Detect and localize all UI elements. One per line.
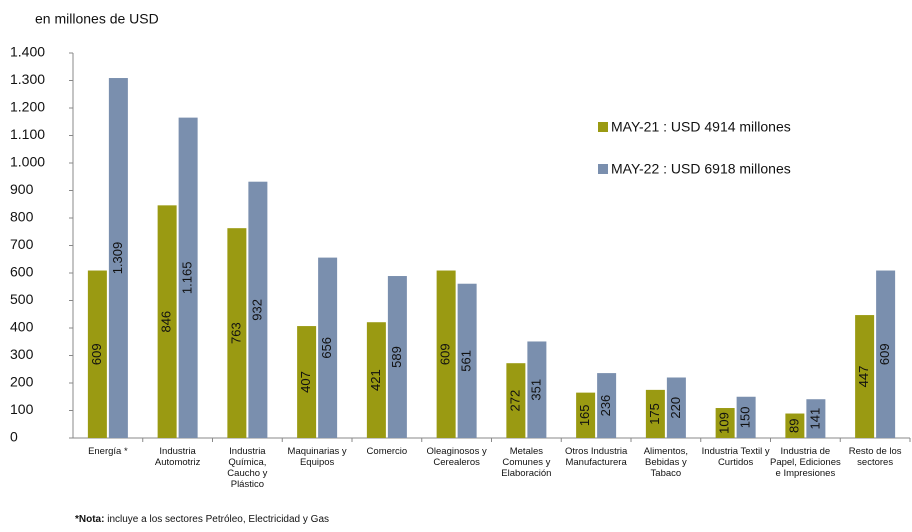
y-tick-label: 800 (10, 209, 34, 225)
value-label: 1.309 (110, 242, 125, 275)
legend-label: MAY-21 : USD 4914 millones (611, 119, 791, 135)
note-text: incluye a los sectores Petróleo, Electri… (104, 514, 329, 525)
y-tick-label: 500 (10, 291, 34, 307)
y-tick-label: 900 (10, 181, 34, 197)
value-label: 351 (528, 379, 543, 401)
value-label: 656 (319, 337, 334, 359)
value-label: 220 (668, 397, 683, 419)
bar (645, 389, 665, 438)
x-tick-label: Comercio (366, 446, 408, 457)
bar (157, 205, 177, 438)
value-label: 89 (786, 419, 801, 433)
value-label: 609 (438, 343, 453, 365)
value-label: 609 (877, 343, 892, 365)
value-label: 272 (507, 390, 522, 412)
note: *Nota: incluye a los sectores Petróleo, … (75, 514, 329, 525)
bar (387, 276, 407, 438)
value-label: 175 (647, 403, 662, 425)
value-label: 846 (159, 311, 174, 333)
value-label: 141 (807, 408, 822, 430)
bar (736, 396, 756, 438)
y-tick-label: 1.000 (10, 154, 45, 170)
y-tick-label: 200 (10, 374, 34, 390)
y-tick-label: 400 (10, 319, 34, 335)
value-label: 165 (577, 404, 592, 426)
x-tick-label: Industria Textil y Curtidos (701, 446, 770, 468)
value-label: 421 (368, 369, 383, 391)
bar (366, 322, 386, 438)
x-tick-label: Alimentos, Bebidas y Tabaco (643, 446, 689, 479)
value-label: 407 (298, 371, 313, 393)
x-tick-label: Resto de los sectores (848, 446, 902, 468)
y-tick-label: 1.100 (10, 126, 45, 142)
bar (666, 377, 686, 438)
y-tick-label: 1.400 (10, 44, 45, 60)
bar (715, 408, 735, 438)
bar (87, 270, 107, 438)
y-tick-label: 1.200 (10, 99, 45, 115)
legend-swatch (598, 122, 608, 132)
x-tick-label: Industria de Papel, Ediciones e Impresio… (769, 446, 841, 479)
y-tick-label: 100 (10, 401, 34, 417)
bar (297, 326, 317, 438)
x-tick-label: Otros Industria Manufacturera (564, 446, 628, 468)
bar (597, 373, 617, 438)
value-label: 150 (738, 407, 753, 429)
value-label: 589 (389, 346, 404, 368)
bar (506, 363, 526, 438)
y-axis-label: en millones de USD (35, 11, 159, 27)
value-label: 447 (856, 366, 871, 388)
bar (876, 270, 896, 438)
bar (227, 228, 247, 438)
bar (527, 341, 547, 438)
legend-swatch (598, 164, 608, 174)
bar (576, 392, 596, 438)
x-tick-label: Industria Automotriz (154, 446, 201, 468)
y-tick-label: 1.300 (10, 71, 45, 87)
bar (248, 181, 268, 438)
y-tick-label: 600 (10, 264, 34, 280)
bar (318, 257, 338, 438)
bar (108, 78, 128, 439)
value-label: 932 (249, 299, 264, 321)
x-tick-label: Oleaginosos y Cerealeros (426, 446, 487, 468)
y-tick-label: 700 (10, 236, 34, 252)
value-label: 1.165 (180, 262, 195, 295)
value-label: 561 (459, 350, 474, 372)
bar (785, 413, 805, 438)
value-label: 109 (717, 412, 732, 434)
x-tick-label: Energía * (88, 446, 128, 457)
bar (436, 270, 456, 438)
bar (806, 399, 826, 438)
bar (178, 117, 198, 438)
bar (855, 315, 875, 438)
x-tick-label: Metales Comunes y Elaboración (501, 446, 552, 479)
bar (457, 283, 477, 438)
x-tick-label: Industria Química, Caucho y Plástico (227, 446, 268, 490)
y-tick-label: 300 (10, 346, 34, 362)
note-label: *Nota: (75, 514, 105, 525)
value-label: 236 (598, 395, 613, 417)
legend-label: MAY-22 : USD 6918 millones (611, 161, 791, 177)
y-tick-label: 0 (10, 429, 18, 445)
x-tick-label: Maquinarias y Equipos (287, 446, 347, 468)
value-label: 609 (89, 343, 104, 365)
value-label: 763 (228, 322, 243, 344)
